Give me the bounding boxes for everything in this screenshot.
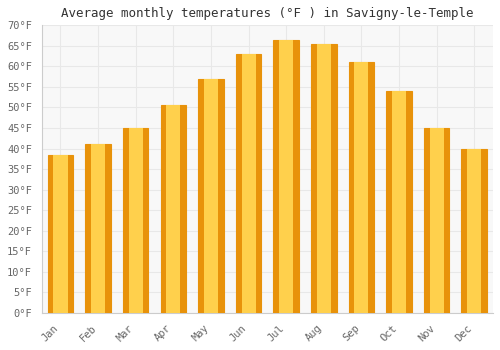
Bar bbox=[198, 79, 224, 313]
Bar bbox=[467, 149, 481, 313]
Bar bbox=[166, 105, 180, 313]
Bar bbox=[274, 40, 299, 313]
Bar bbox=[204, 79, 218, 313]
Title: Average monthly temperatures (°F ) in Savigny-le-Temple: Average monthly temperatures (°F ) in Sa… bbox=[61, 7, 474, 20]
Bar bbox=[54, 155, 68, 313]
Bar bbox=[354, 62, 368, 313]
Bar bbox=[317, 44, 331, 313]
Bar bbox=[386, 91, 412, 313]
Bar bbox=[91, 145, 105, 313]
Bar bbox=[392, 91, 406, 313]
Bar bbox=[462, 149, 487, 313]
Bar bbox=[236, 54, 262, 313]
Bar bbox=[279, 40, 293, 313]
Bar bbox=[424, 128, 450, 313]
Bar bbox=[123, 128, 148, 313]
Bar bbox=[242, 54, 256, 313]
Bar bbox=[128, 128, 142, 313]
Bar bbox=[348, 62, 374, 313]
Bar bbox=[160, 105, 186, 313]
Bar bbox=[311, 44, 336, 313]
Bar bbox=[430, 128, 444, 313]
Bar bbox=[48, 155, 74, 313]
Bar bbox=[86, 145, 111, 313]
